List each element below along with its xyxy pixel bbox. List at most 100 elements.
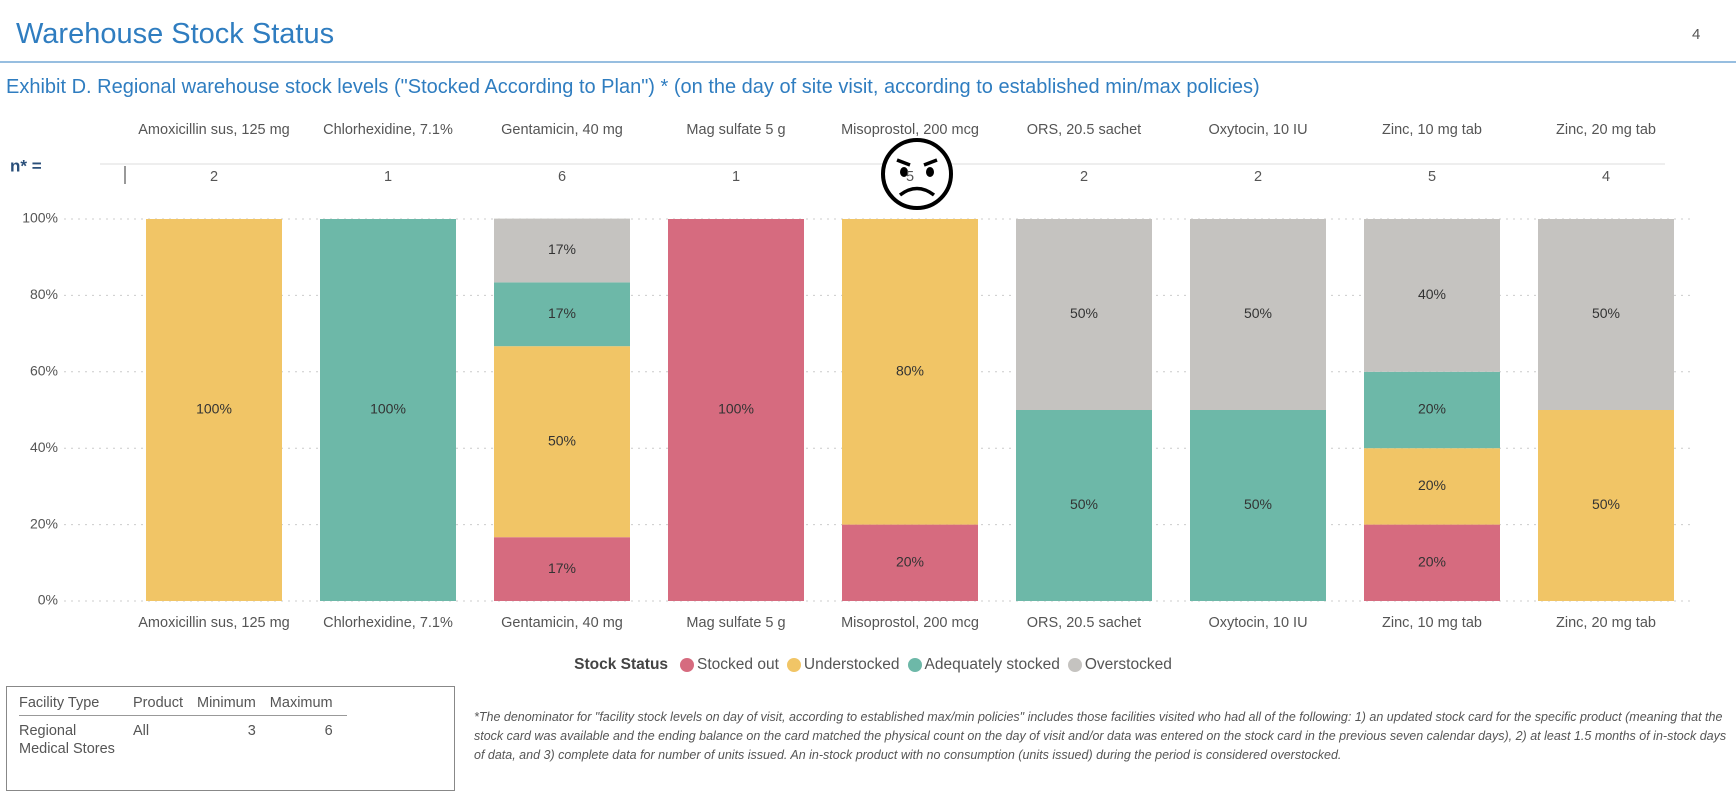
top-category-label: Chlorhexidine, 7.1% bbox=[323, 122, 453, 138]
bar-segment bbox=[1190, 219, 1326, 410]
n-value: 1 bbox=[384, 169, 392, 185]
bar-segment bbox=[494, 282, 630, 347]
bar-segment bbox=[668, 219, 804, 601]
bar-segment bbox=[842, 524, 978, 601]
table-row: Regional Medical Stores All 3 6 bbox=[19, 716, 347, 759]
y-tick-label: 100% bbox=[22, 210, 58, 226]
column-header: Maximum bbox=[269, 695, 347, 716]
bar-segment bbox=[146, 219, 282, 601]
column-header: Facility Type bbox=[19, 695, 133, 716]
n-label: n* = bbox=[10, 156, 42, 175]
legend-swatch bbox=[680, 658, 695, 672]
bar-segment bbox=[320, 219, 456, 601]
legend-swatch bbox=[1067, 658, 1082, 672]
data-label: 17% bbox=[548, 560, 576, 576]
frown-face bbox=[881, 138, 953, 210]
n-value: 4 bbox=[1602, 169, 1610, 185]
data-label: 50% bbox=[1244, 305, 1272, 321]
legend: Stock Status Stocked out Understocked Adeq… bbox=[375, 656, 1375, 674]
legend-title: Stock Status bbox=[574, 656, 669, 673]
legend-swatch bbox=[786, 658, 801, 672]
bar-segment bbox=[1538, 410, 1674, 601]
column-header: Minimum bbox=[196, 695, 270, 716]
legend-item: Adequately stocked bbox=[907, 656, 1060, 674]
bar-segment bbox=[1538, 219, 1674, 410]
data-label: 100% bbox=[718, 401, 754, 417]
legend-item: Stocked out bbox=[680, 656, 779, 674]
data-label: 100% bbox=[196, 401, 232, 417]
bar-segment bbox=[1364, 524, 1500, 601]
x-tick-label: Zinc, 20 mg tab bbox=[1556, 615, 1656, 631]
n-value: 2 bbox=[1080, 169, 1088, 185]
table-cell: All bbox=[133, 723, 150, 739]
table-cell: 6 bbox=[324, 723, 333, 739]
table-cell: 3 bbox=[247, 723, 256, 739]
data-label: 20% bbox=[1418, 477, 1446, 493]
n-value: 5 bbox=[906, 169, 914, 185]
policy-table: Facility Type Product Minimum Maximum Regio… bbox=[6, 686, 455, 791]
data-label: 20% bbox=[1418, 554, 1446, 570]
top-category-label: Zinc, 10 mg tab bbox=[1382, 122, 1482, 138]
data-label: 17% bbox=[548, 241, 576, 257]
x-tick-label: Misoprostol, 200 mcg bbox=[841, 615, 979, 631]
data-label: 50% bbox=[1070, 305, 1098, 321]
bar-segment bbox=[494, 218, 630, 283]
data-label: 100% bbox=[370, 401, 406, 417]
bar-segment bbox=[1364, 219, 1500, 372]
top-category-label: ORS, 20.5 sachet bbox=[1026, 122, 1142, 138]
bar-segment bbox=[1364, 371, 1500, 449]
top-category-label: Gentamicin, 40 mg bbox=[501, 122, 623, 138]
n-value: 2 bbox=[210, 169, 218, 185]
n-value: 5 bbox=[1428, 169, 1436, 185]
legend-label: Adequately stocked bbox=[924, 656, 1060, 673]
table-body: Regional Medical Stores All 3 6 bbox=[19, 716, 347, 759]
x-tick-label: Amoxicillin sus, 125 mg bbox=[138, 615, 290, 631]
data-label: 50% bbox=[548, 432, 576, 448]
top-category-label: Mag sulfate 5 g bbox=[686, 122, 786, 138]
footnote: *The denominator for "facility stock lev… bbox=[474, 710, 1727, 762]
table: Facility Type Product Minimum Maximum Regio… bbox=[19, 695, 347, 758]
data-label: 50% bbox=[1244, 496, 1272, 512]
legend-swatch bbox=[907, 658, 922, 672]
data-label: 17% bbox=[548, 305, 576, 321]
x-tick-label: Chlorhexidine, 7.1% bbox=[323, 615, 453, 631]
top-category-label: Oxytocin, 10 IU bbox=[1208, 122, 1308, 138]
data-label: 50% bbox=[1592, 305, 1620, 321]
bar-segment bbox=[1016, 410, 1152, 601]
bar-segment bbox=[1364, 448, 1500, 525]
column-header: Product bbox=[133, 695, 197, 716]
x-tick-label: Oxytocin, 10 IU bbox=[1208, 615, 1308, 631]
top-category-label: Amoxicillin sus, 125 mg bbox=[138, 122, 290, 138]
data-label: 50% bbox=[1592, 496, 1620, 512]
data-label: 20% bbox=[896, 554, 924, 570]
table-cell: Regional Medical Stores bbox=[19, 723, 115, 757]
y-tick-label: 80% bbox=[30, 286, 58, 302]
x-tick-label: Gentamicin, 40 mg bbox=[501, 615, 623, 631]
legend-item: Overstocked bbox=[1067, 656, 1172, 674]
bar-segment bbox=[1016, 219, 1152, 410]
bar-segment bbox=[494, 346, 630, 538]
x-tick-label: ORS, 20.5 sachet bbox=[1026, 615, 1142, 631]
data-label: 50% bbox=[1070, 496, 1098, 512]
n-value: 6 bbox=[558, 169, 566, 185]
bar-segment bbox=[494, 537, 630, 601]
x-tick-label: Zinc, 10 mg tab bbox=[1382, 615, 1482, 631]
data-label: 40% bbox=[1418, 286, 1446, 302]
top-category-label: Misoprostol, 200 mcg bbox=[841, 122, 979, 138]
data-label: 20% bbox=[1418, 401, 1446, 417]
y-tick-label: 60% bbox=[30, 363, 58, 379]
data-label: 80% bbox=[896, 363, 924, 379]
n-value: 1 bbox=[732, 169, 740, 185]
top-category-label: Zinc, 20 mg tab bbox=[1556, 122, 1656, 138]
table-header: Facility Type Product Minimum Maximum bbox=[19, 695, 347, 716]
y-tick-label: 40% bbox=[30, 439, 58, 455]
n-value: 2 bbox=[1254, 169, 1262, 185]
bar-segment bbox=[1190, 410, 1326, 601]
legend-label: Understocked bbox=[803, 656, 900, 673]
page-number: 4 bbox=[1692, 26, 1701, 43]
x-tick-label: Mag sulfate 5 g bbox=[686, 615, 786, 631]
legend-item: Understocked bbox=[786, 656, 900, 674]
legend-label: Overstocked bbox=[1084, 656, 1172, 673]
